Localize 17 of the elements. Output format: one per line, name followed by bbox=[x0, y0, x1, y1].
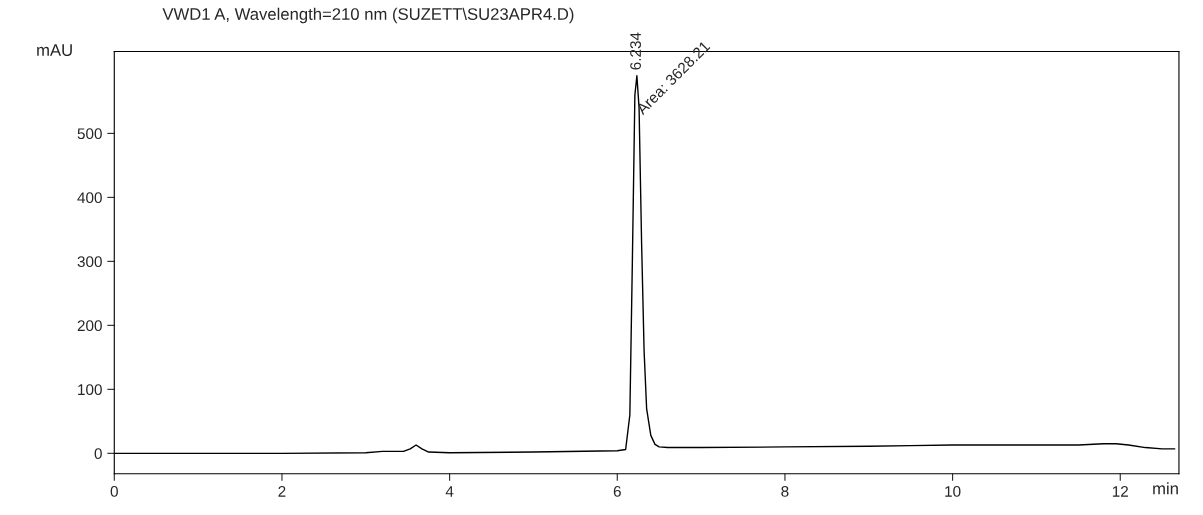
x-axis-title: min bbox=[1153, 482, 1178, 495]
x-tick-label: 10 bbox=[945, 486, 961, 497]
y-tick-label: 0 bbox=[94, 448, 102, 460]
x-tick-label: 8 bbox=[781, 486, 789, 497]
annotation: 6.234 bbox=[630, 32, 641, 70]
y-tick-label: 300 bbox=[77, 256, 102, 268]
x-tick-label: 0 bbox=[110, 486, 118, 497]
x-tick-label: 2 bbox=[278, 486, 286, 497]
y-tick-label: 200 bbox=[77, 320, 102, 332]
x-tick-label: 12 bbox=[1112, 486, 1128, 497]
y-axis-title: mAU bbox=[37, 44, 72, 56]
x-tick-label: 4 bbox=[445, 486, 454, 497]
y-tick-label: 500 bbox=[77, 128, 102, 140]
y-tick-label: 100 bbox=[78, 384, 102, 396]
x-tick-label: 6 bbox=[613, 486, 621, 497]
chart-title: VWD1 A, Wavelength=210 nm (SUZETT\SU23APR4.D) bbox=[162, 7, 574, 24]
y-tick-label: 400 bbox=[77, 192, 102, 204]
